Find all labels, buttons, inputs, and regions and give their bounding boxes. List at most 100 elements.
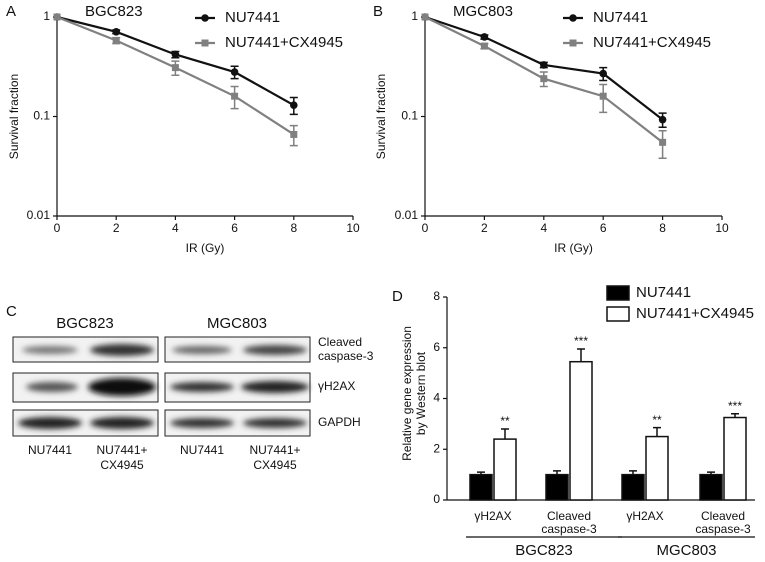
label: NU7441: [28, 443, 72, 457]
y-tick-label: 0.01: [395, 208, 419, 222]
label: NU7441: [180, 443, 224, 457]
blot-bands: [12, 336, 311, 437]
legend-label: NU7441: [225, 9, 280, 26]
legend-marker: [201, 14, 209, 22]
band: [243, 345, 307, 355]
band: [170, 418, 234, 428]
y-tick-label: 1: [43, 9, 50, 23]
y-tick-label: 6: [433, 340, 440, 354]
point: [290, 101, 298, 109]
label-line: NU7441: [180, 443, 224, 457]
y-axis-label: Survival fraction: [7, 74, 21, 159]
x-tick-label: 10: [346, 221, 360, 235]
y-tick-label: 0.01: [27, 208, 51, 222]
y-tick-label: 0.1: [401, 109, 418, 123]
band: [241, 381, 309, 393]
x-tick-label: 2: [481, 221, 488, 235]
point: [231, 92, 239, 100]
band: [22, 346, 78, 354]
label-line: Cleaved: [318, 335, 362, 349]
label: Cleaved caspase-3: [541, 509, 597, 536]
label-line: Relative gene expression: [400, 326, 414, 461]
y-tick-label: 0.1: [33, 109, 50, 123]
bar: [469, 473, 493, 501]
y-tick-label: 8: [433, 289, 440, 303]
point: [540, 61, 548, 69]
group-label: MGC803: [656, 542, 716, 559]
label-line: γH2AX: [626, 509, 663, 523]
legend-label: NU7441: [636, 284, 691, 301]
label-line: by Western blot: [414, 351, 428, 435]
point: [112, 27, 120, 36]
error-bar: [501, 428, 509, 440]
significance-label: ***: [574, 334, 588, 348]
band: [90, 417, 154, 429]
legend-label: NU7441+CX4945: [636, 305, 754, 322]
error-bar: [653, 426, 661, 437]
x-tick-label: 0: [54, 221, 61, 235]
significance-label: ***: [728, 399, 742, 413]
point: [480, 42, 488, 50]
legend-label: NU7441: [593, 9, 648, 26]
panel-label: D: [392, 288, 403, 305]
y-tick-label: 2: [433, 441, 440, 455]
legend-marker: [569, 14, 577, 22]
band: [26, 382, 78, 392]
panel-label: C: [6, 303, 17, 320]
label: γH2AX: [474, 509, 511, 523]
label: Cleaved caspase-3: [318, 335, 374, 363]
legend-swatch: [606, 306, 630, 322]
group-label: BGC823: [515, 542, 573, 559]
label-line: CX4945: [253, 458, 297, 472]
label-line: CX4945: [100, 458, 144, 472]
label: Cleaved caspase-3: [695, 509, 751, 536]
bar: [723, 416, 747, 501]
band: [172, 346, 232, 354]
legend-label: NU7441+CX4945: [225, 34, 343, 51]
point: [421, 13, 429, 21]
band: [88, 378, 156, 396]
band: [90, 344, 154, 356]
legend-marker: [201, 39, 209, 47]
x-tick-label: 6: [231, 221, 238, 235]
label-line: NU7441+: [96, 443, 147, 457]
bar: [545, 473, 569, 501]
x-tick-label: 8: [659, 221, 666, 235]
y-tick-label: 1: [411, 9, 418, 23]
label-line: Cleaved: [547, 509, 591, 523]
point: [171, 50, 180, 59]
significance-label: **: [652, 413, 662, 427]
legend-swatch: [606, 285, 630, 301]
label-line: Cleaved: [701, 509, 745, 523]
legend-marker: [569, 39, 577, 47]
point: [171, 64, 179, 72]
legend-label: NU7441+CX4945: [593, 34, 711, 51]
cell-line-label: BGC823: [56, 315, 114, 332]
x-tick-label: 4: [172, 221, 179, 235]
point: [53, 13, 61, 21]
point: [658, 115, 667, 124]
label-line: GAPDH: [318, 415, 361, 429]
point: [290, 130, 298, 138]
cell-line-label: MGC803: [207, 315, 267, 332]
x-tick-label: 10: [715, 221, 729, 235]
point: [599, 92, 607, 100]
label: γH2AX: [626, 509, 663, 523]
band: [18, 417, 82, 429]
x-axis-label: IR (Gy): [186, 241, 225, 255]
x-tick-label: 0: [422, 221, 429, 235]
label-line: γH2AX: [318, 379, 355, 393]
label: Relative gene expressionby Western blot: [400, 326, 428, 461]
significance-label: **: [500, 414, 510, 428]
label: NU7441+ CX4945: [249, 443, 300, 472]
label-line: caspase-3: [695, 522, 751, 536]
panel-label: A: [6, 3, 16, 20]
bar: [699, 473, 723, 501]
y-axis-label: Survival fraction: [374, 74, 388, 159]
bar: [569, 360, 593, 501]
x-axis-label: IR (Gy): [554, 241, 593, 255]
bar: [621, 473, 645, 501]
x-tick-label: 2: [113, 221, 120, 235]
chart-title: BGC823: [85, 3, 143, 20]
